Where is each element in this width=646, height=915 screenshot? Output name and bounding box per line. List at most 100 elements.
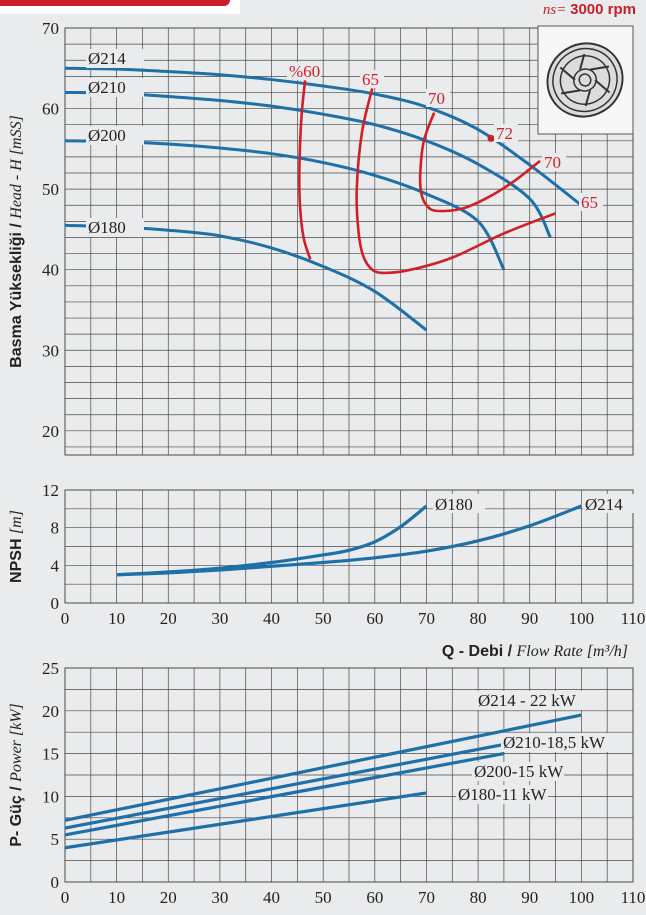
power-ytick-label: 0 (51, 873, 60, 892)
power-line-0 (64, 713, 582, 822)
power-line-2 (64, 752, 505, 837)
npsh-ylabel-bold: NPSH (8, 534, 25, 583)
flow-rate-xlabel: Q - Debi / Flow Rate [m³/h] (442, 643, 628, 660)
head-curve-d210 (64, 90, 552, 239)
power-xtick-label: 40 (263, 888, 280, 907)
npsh-ytick-label: 4 (51, 556, 60, 575)
flow-rate-xlabel-bold: Q - Debi / (442, 643, 517, 660)
npsh-curve-d214 (116, 504, 582, 577)
npsh-xtick-label: 100 (569, 609, 595, 628)
power-line-3 (64, 791, 427, 850)
impeller-vane (579, 53, 586, 70)
power-label-bg (476, 691, 587, 710)
power-ylabel-italic: Power [kW] (8, 703, 25, 783)
efficiency-curve-2 (418, 112, 541, 213)
efficiency-label-bg (579, 193, 603, 211)
head-series-label: Ø200 (88, 126, 126, 145)
efficiency-label: 72 (496, 124, 513, 143)
head-ytick-label: 20 (42, 422, 59, 441)
efficiency-label-bg (360, 70, 384, 88)
header-accent-red (0, 0, 230, 6)
npsh-xtick-label: 70 (418, 609, 435, 628)
head-ylabel-bold: Basma Yüksekliği / (8, 219, 25, 368)
npsh-ylabel-italic: [m] (8, 510, 25, 534)
power-label-bg (456, 785, 548, 804)
npsh-ytick-label: 0 (51, 594, 60, 613)
efficiency-label-bg (426, 89, 450, 107)
head-label-bg (86, 126, 144, 145)
head-series-label: Ø210 (88, 78, 126, 97)
head-ytick-label: 40 (42, 261, 59, 280)
power-xtick-label: 50 (315, 888, 332, 907)
power-label-bg (501, 733, 612, 752)
npsh-xtick-label: 80 (470, 609, 487, 628)
npsh-ytick-label: 12 (42, 481, 59, 500)
power-ytick-label: 5 (51, 830, 60, 849)
head-curve-d214 (64, 66, 583, 207)
efficiency-label: 65 (362, 70, 379, 89)
efficiency-label: 70 (428, 89, 445, 108)
power-ytick-label: 20 (42, 702, 59, 721)
power-xtick-label: 70 (418, 888, 435, 907)
head-ytick-label: 60 (42, 100, 59, 119)
npsh-xtick-label: 20 (160, 609, 177, 628)
npsh-xtick-label: 10 (108, 609, 125, 628)
npsh-xtick-label: 40 (263, 609, 280, 628)
head-label-bg (86, 78, 144, 97)
power-ytick-label: 10 (42, 787, 59, 806)
npsh-ylabel: NPSH [m] (8, 510, 25, 583)
head-label-bg (86, 49, 144, 68)
head-ytick-label: 70 (42, 19, 59, 38)
efficiency-label: %60 (289, 62, 320, 81)
power-ytick-label: 15 (42, 745, 59, 764)
npsh-xtick-label: 60 (366, 609, 383, 628)
power-xtick-label: 60 (366, 888, 383, 907)
head-ytick-label: 50 (42, 180, 59, 199)
npsh-xtick-label: 90 (521, 609, 538, 628)
efficiency-label-bg (542, 153, 566, 171)
efficiency-label-bg (287, 62, 321, 80)
impeller-icon (572, 68, 598, 92)
power-xtick-label: 110 (621, 888, 646, 907)
power-xtick-label: 80 (470, 888, 487, 907)
power-label-bg (472, 762, 564, 781)
power-series-label: Ø200-15 kW (474, 762, 564, 781)
power-series-label: Ø210-18,5 kW (503, 733, 606, 752)
npsh-series-label: Ø214 (585, 495, 623, 514)
impeller-vane (589, 65, 610, 71)
npsh-xtick-label: 0 (61, 609, 70, 628)
efficiency-label: 65 (581, 193, 598, 212)
impeller-vane (560, 89, 581, 95)
efficiency-label: 70 (544, 153, 561, 172)
impeller-icon (578, 73, 592, 87)
power-xtick-label: 100 (569, 888, 595, 907)
speed-label: ns= 3000 rpm (543, 1, 636, 19)
speed-prefix: ns= (542, 2, 567, 18)
speed-value: 3000 rpm (570, 1, 636, 18)
flow-rate-xlabel-italic: Flow Rate [m³/h] (516, 643, 628, 660)
power-series-label: Ø180-11 kW (458, 785, 548, 804)
npsh-label-bg (433, 494, 485, 513)
power-xtick-label: 90 (521, 888, 538, 907)
npsh-xtick-label: 30 (211, 609, 228, 628)
npsh-xtick-label: 110 (621, 609, 646, 628)
power-xtick-label: 20 (160, 888, 177, 907)
efficiency-curve-0 (297, 80, 312, 260)
efficiency-peak-dot (487, 134, 495, 142)
power-xtick-label: 0 (61, 888, 70, 907)
power-ylabel-bold: P- Güç / (8, 782, 25, 847)
npsh-ytick-label: 8 (51, 519, 60, 538)
impeller-vane (584, 90, 591, 107)
npsh-xtick-label: 50 (315, 609, 332, 628)
impeller-vane (594, 79, 611, 94)
head-series-label: Ø214 (88, 49, 126, 68)
head-ylabel-italic: Head - H [mSS] (8, 115, 25, 220)
efficiency-curve-1 (355, 88, 557, 275)
head-ytick-label: 30 (42, 341, 59, 360)
head-ylabel: Basma Yüksekliği / Head - H [mSS] (8, 115, 25, 368)
power-xtick-label: 30 (211, 888, 228, 907)
npsh-series-label: Ø180 (435, 495, 473, 514)
efficiency-label-bg (494, 124, 518, 142)
